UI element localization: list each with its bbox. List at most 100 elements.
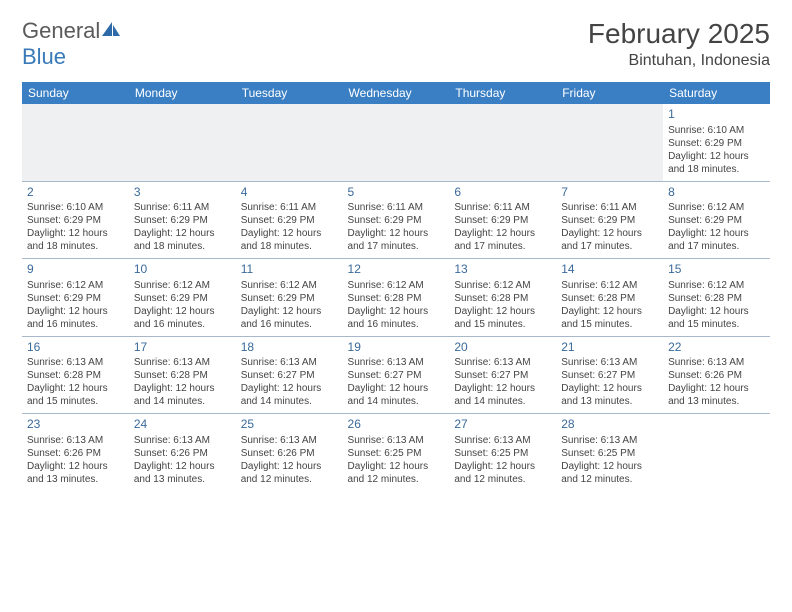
day-number: 4 <box>241 185 338 201</box>
page-title: February 2025 <box>588 18 770 50</box>
weekday-wed: Wednesday <box>343 82 450 104</box>
calendar-cell: 16Sunrise: 6:13 AMSunset: 6:28 PMDayligh… <box>22 336 129 414</box>
calendar-cell: 8Sunrise: 6:12 AMSunset: 6:29 PMDaylight… <box>663 181 770 259</box>
day-number: 15 <box>668 262 765 278</box>
calendar-cell <box>663 414 770 491</box>
calendar-cell: 4Sunrise: 6:11 AMSunset: 6:29 PMDaylight… <box>236 181 343 259</box>
calendar-row: 9Sunrise: 6:12 AMSunset: 6:29 PMDaylight… <box>22 259 770 337</box>
day-info: Sunrise: 6:11 AMSunset: 6:29 PMDaylight:… <box>134 201 231 253</box>
day-number: 6 <box>454 185 551 201</box>
calendar-cell: 7Sunrise: 6:11 AMSunset: 6:29 PMDaylight… <box>556 181 663 259</box>
day-number: 16 <box>27 340 124 356</box>
calendar-body: 1Sunrise: 6:10 AMSunset: 6:29 PMDaylight… <box>22 104 770 491</box>
calendar-row: 1Sunrise: 6:10 AMSunset: 6:29 PMDaylight… <box>22 104 770 181</box>
weekday-header-row: Sunday Monday Tuesday Wednesday Thursday… <box>22 82 770 104</box>
calendar-row: 23Sunrise: 6:13 AMSunset: 6:26 PMDayligh… <box>22 414 770 491</box>
day-number: 13 <box>454 262 551 278</box>
logo-sail-icon <box>100 18 122 44</box>
calendar-cell: 5Sunrise: 6:11 AMSunset: 6:29 PMDaylight… <box>343 181 450 259</box>
day-info: Sunrise: 6:12 AMSunset: 6:29 PMDaylight:… <box>27 279 124 331</box>
day-number: 7 <box>561 185 658 201</box>
calendar-cell: 9Sunrise: 6:12 AMSunset: 6:29 PMDaylight… <box>22 259 129 337</box>
day-number: 10 <box>134 262 231 278</box>
day-info: Sunrise: 6:11 AMSunset: 6:29 PMDaylight:… <box>348 201 445 253</box>
weekday-tue: Tuesday <box>236 82 343 104</box>
calendar-table: Sunday Monday Tuesday Wednesday Thursday… <box>22 82 770 491</box>
weekday-sat: Saturday <box>663 82 770 104</box>
day-number: 19 <box>348 340 445 356</box>
calendar-cell: 24Sunrise: 6:13 AMSunset: 6:26 PMDayligh… <box>129 414 236 491</box>
calendar-cell: 21Sunrise: 6:13 AMSunset: 6:27 PMDayligh… <box>556 336 663 414</box>
day-info: Sunrise: 6:12 AMSunset: 6:28 PMDaylight:… <box>561 279 658 331</box>
calendar-cell: 26Sunrise: 6:13 AMSunset: 6:25 PMDayligh… <box>343 414 450 491</box>
calendar-cell: 13Sunrise: 6:12 AMSunset: 6:28 PMDayligh… <box>449 259 556 337</box>
day-info: Sunrise: 6:11 AMSunset: 6:29 PMDaylight:… <box>241 201 338 253</box>
weekday-thu: Thursday <box>449 82 556 104</box>
day-number: 20 <box>454 340 551 356</box>
day-info: Sunrise: 6:13 AMSunset: 6:26 PMDaylight:… <box>668 356 765 408</box>
day-number: 3 <box>134 185 231 201</box>
day-info: Sunrise: 6:13 AMSunset: 6:27 PMDaylight:… <box>241 356 338 408</box>
day-info: Sunrise: 6:12 AMSunset: 6:28 PMDaylight:… <box>454 279 551 331</box>
day-number: 26 <box>348 417 445 433</box>
day-info: Sunrise: 6:13 AMSunset: 6:26 PMDaylight:… <box>241 434 338 486</box>
day-number: 5 <box>348 185 445 201</box>
day-info: Sunrise: 6:12 AMSunset: 6:28 PMDaylight:… <box>348 279 445 331</box>
day-info: Sunrise: 6:13 AMSunset: 6:27 PMDaylight:… <box>454 356 551 408</box>
calendar-cell: 28Sunrise: 6:13 AMSunset: 6:25 PMDayligh… <box>556 414 663 491</box>
day-number: 9 <box>27 262 124 278</box>
day-number: 21 <box>561 340 658 356</box>
calendar-cell: 25Sunrise: 6:13 AMSunset: 6:26 PMDayligh… <box>236 414 343 491</box>
day-info: Sunrise: 6:12 AMSunset: 6:29 PMDaylight:… <box>668 201 765 253</box>
calendar-cell: 12Sunrise: 6:12 AMSunset: 6:28 PMDayligh… <box>343 259 450 337</box>
day-info: Sunrise: 6:12 AMSunset: 6:28 PMDaylight:… <box>668 279 765 331</box>
logo-part2: Blue <box>22 44 66 69</box>
day-number: 11 <box>241 262 338 278</box>
calendar-cell: 19Sunrise: 6:13 AMSunset: 6:27 PMDayligh… <box>343 336 450 414</box>
day-number: 24 <box>134 417 231 433</box>
calendar-row: 2Sunrise: 6:10 AMSunset: 6:29 PMDaylight… <box>22 181 770 259</box>
calendar-cell: 23Sunrise: 6:13 AMSunset: 6:26 PMDayligh… <box>22 414 129 491</box>
day-info: Sunrise: 6:10 AMSunset: 6:29 PMDaylight:… <box>27 201 124 253</box>
day-info: Sunrise: 6:13 AMSunset: 6:26 PMDaylight:… <box>134 434 231 486</box>
day-info: Sunrise: 6:13 AMSunset: 6:25 PMDaylight:… <box>561 434 658 486</box>
calendar-cell: 14Sunrise: 6:12 AMSunset: 6:28 PMDayligh… <box>556 259 663 337</box>
day-number: 8 <box>668 185 765 201</box>
day-number: 27 <box>454 417 551 433</box>
calendar-cell: 15Sunrise: 6:12 AMSunset: 6:28 PMDayligh… <box>663 259 770 337</box>
day-info: Sunrise: 6:13 AMSunset: 6:25 PMDaylight:… <box>348 434 445 486</box>
calendar-cell: 2Sunrise: 6:10 AMSunset: 6:29 PMDaylight… <box>22 181 129 259</box>
calendar-cell <box>129 104 236 181</box>
day-info: Sunrise: 6:13 AMSunset: 6:28 PMDaylight:… <box>27 356 124 408</box>
day-number: 25 <box>241 417 338 433</box>
title-block: February 2025 Bintuhan, Indonesia <box>588 18 770 70</box>
day-number: 22 <box>668 340 765 356</box>
day-info: Sunrise: 6:12 AMSunset: 6:29 PMDaylight:… <box>241 279 338 331</box>
day-number: 23 <box>27 417 124 433</box>
calendar-row: 16Sunrise: 6:13 AMSunset: 6:28 PMDayligh… <box>22 336 770 414</box>
calendar-cell <box>449 104 556 181</box>
calendar-cell: 18Sunrise: 6:13 AMSunset: 6:27 PMDayligh… <box>236 336 343 414</box>
calendar-cell: 27Sunrise: 6:13 AMSunset: 6:25 PMDayligh… <box>449 414 556 491</box>
calendar-cell: 1Sunrise: 6:10 AMSunset: 6:29 PMDaylight… <box>663 104 770 181</box>
weekday-fri: Friday <box>556 82 663 104</box>
day-number: 2 <box>27 185 124 201</box>
day-info: Sunrise: 6:13 AMSunset: 6:25 PMDaylight:… <box>454 434 551 486</box>
day-info: Sunrise: 6:13 AMSunset: 6:26 PMDaylight:… <box>27 434 124 486</box>
calendar-cell: 11Sunrise: 6:12 AMSunset: 6:29 PMDayligh… <box>236 259 343 337</box>
weekday-sun: Sunday <box>22 82 129 104</box>
day-info: Sunrise: 6:13 AMSunset: 6:27 PMDaylight:… <box>348 356 445 408</box>
day-info: Sunrise: 6:11 AMSunset: 6:29 PMDaylight:… <box>561 201 658 253</box>
day-number: 18 <box>241 340 338 356</box>
calendar-cell <box>343 104 450 181</box>
calendar-cell <box>236 104 343 181</box>
calendar-cell: 20Sunrise: 6:13 AMSunset: 6:27 PMDayligh… <box>449 336 556 414</box>
calendar-cell <box>556 104 663 181</box>
calendar-cell: 6Sunrise: 6:11 AMSunset: 6:29 PMDaylight… <box>449 181 556 259</box>
calendar-cell: 3Sunrise: 6:11 AMSunset: 6:29 PMDaylight… <box>129 181 236 259</box>
logo-text: GeneralBlue <box>22 18 122 70</box>
logo-part1: General <box>22 18 100 43</box>
day-info: Sunrise: 6:10 AMSunset: 6:29 PMDaylight:… <box>668 124 765 176</box>
day-info: Sunrise: 6:13 AMSunset: 6:28 PMDaylight:… <box>134 356 231 408</box>
calendar-cell: 22Sunrise: 6:13 AMSunset: 6:26 PMDayligh… <box>663 336 770 414</box>
